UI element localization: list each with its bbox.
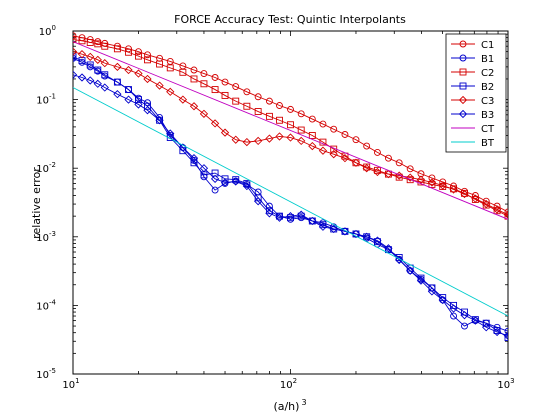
y-tick-label: 10-4 [36, 298, 56, 312]
y-tick-label: 100 [39, 24, 56, 38]
y-tick-label: 10-1 [36, 93, 56, 107]
legend-label: C1 [481, 40, 494, 51]
y-axis-label: relative error [30, 167, 43, 239]
y-tick-exp: -1 [49, 93, 56, 101]
y-tick-exp: -5 [49, 367, 56, 375]
legend-label: CT [481, 124, 495, 135]
plot-frame [73, 31, 508, 374]
x-tick-base: 10 [497, 380, 510, 391]
legend-label: B3 [481, 110, 494, 121]
x-tick-base: 10 [62, 380, 75, 391]
x-tick-base: 10 [280, 380, 293, 391]
y-tick-base: 10 [36, 370, 49, 381]
plot-area [73, 31, 508, 374]
legend-box [446, 34, 506, 152]
legend: C1 B1 C2 B2 C3 B3 CT BT [446, 34, 506, 152]
chart-title: FORCE Accuracy Test: Quintic Interpolant… [174, 13, 406, 26]
x-tick-exp: 1 [75, 377, 79, 385]
x-tick-label: 103 [497, 377, 514, 391]
legend-label: C2 [481, 68, 494, 79]
legend-label: C3 [481, 96, 494, 107]
y-tick-base: 10 [36, 96, 49, 107]
x-axis-label: (a/h) 3 [273, 398, 306, 413]
y-tick-base: 10 [36, 301, 49, 312]
x-tick-label: 101 [62, 377, 79, 391]
x-tick-label: 102 [280, 377, 297, 391]
y-tick-exp: -3 [49, 230, 56, 238]
y-tick-exp: 0 [52, 24, 56, 32]
y-tick-exp: -2 [49, 161, 56, 169]
legend-label: B1 [481, 54, 494, 65]
x-tick-exp: 3 [510, 377, 514, 385]
y-tick-label: 10-5 [36, 367, 56, 381]
y-tick-base: 10 [39, 27, 52, 38]
legend-label: BT [481, 138, 495, 149]
legend-label: B2 [481, 82, 494, 93]
x-tick-exp: 2 [293, 377, 297, 385]
y-tick-exp: -4 [49, 298, 57, 306]
